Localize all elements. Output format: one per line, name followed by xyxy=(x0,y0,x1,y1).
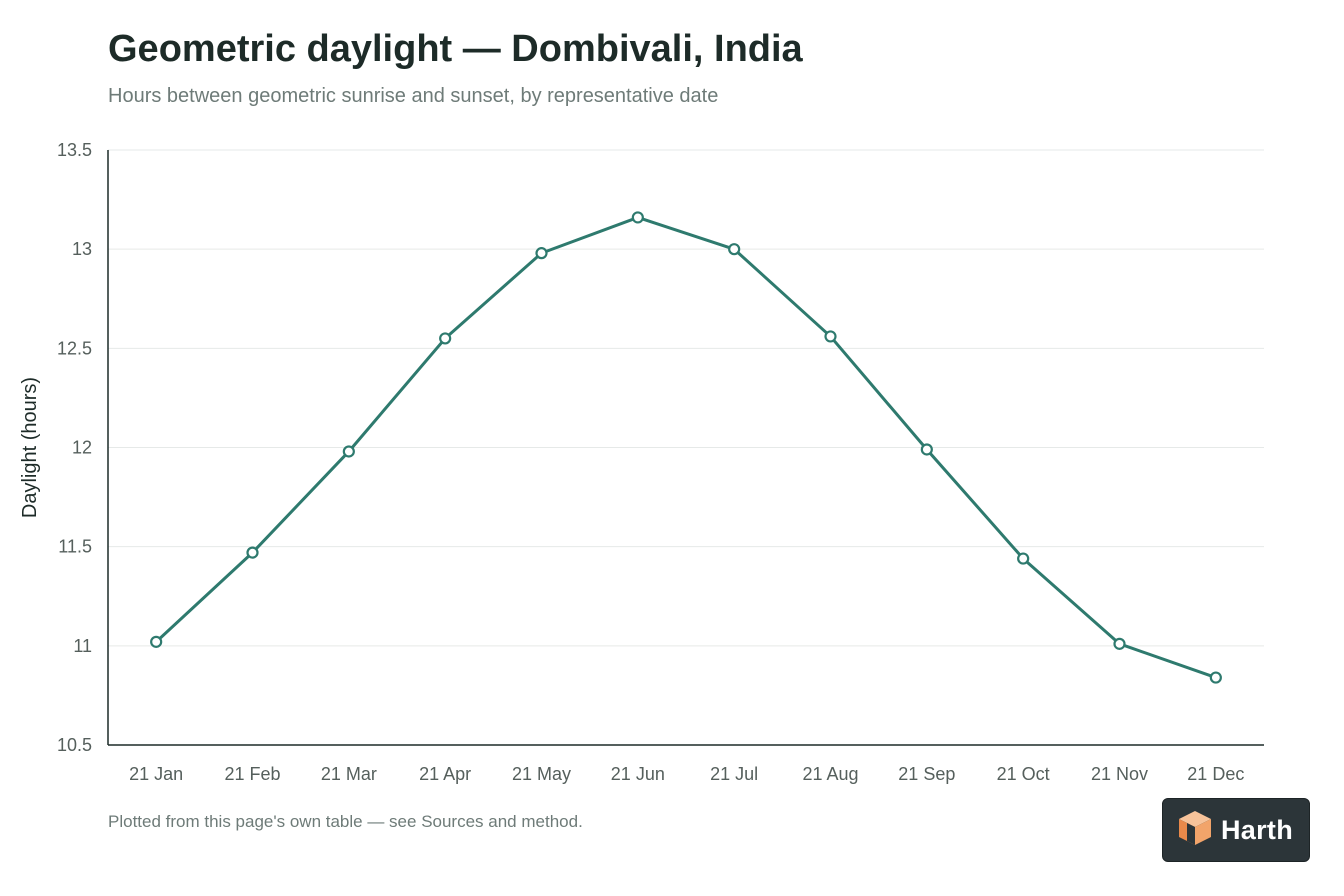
x-tick-label: 21 Feb xyxy=(224,764,280,784)
logo-text: Harth xyxy=(1221,814,1294,845)
data-point[interactable] xyxy=(150,635,163,648)
y-tick-labels: 10.5 11 11.5 12 12.5 13 13.5 xyxy=(57,140,92,755)
x-tick-label: 21 Jun xyxy=(611,764,665,784)
harth-logo[interactable]: Harth xyxy=(1162,798,1310,862)
cube-icon xyxy=(1175,808,1215,853)
data-point[interactable] xyxy=(1113,637,1126,650)
chart-subtitle: Hours between geometric sunrise and suns… xyxy=(108,85,719,107)
y-tick-label: 11 xyxy=(73,636,92,656)
y-tick-label: 12 xyxy=(72,438,92,458)
x-tick-label: 21 Oct xyxy=(997,764,1050,784)
chart-title: Geometric daylight — Dombivali, India xyxy=(108,28,803,70)
data-point[interactable] xyxy=(246,546,259,559)
data-point[interactable] xyxy=(1017,552,1030,565)
x-tick-labels: 21 Jan 21 Feb 21 Mar 21 Apr 21 May 21 Jun 21 J… xyxy=(129,764,1244,784)
y-tick-label: 10.5 xyxy=(57,735,92,755)
data-point[interactable] xyxy=(1209,671,1222,684)
gridlines xyxy=(108,149,1264,746)
y-axis-label: Daylight (hours) xyxy=(19,377,41,518)
data-point[interactable] xyxy=(342,445,355,458)
series-line xyxy=(155,215,1217,679)
y-tick-label: 13 xyxy=(72,239,92,259)
x-tick-label: 21 Sep xyxy=(898,764,955,784)
axes xyxy=(107,150,1264,746)
y-tick-label: 13.5 xyxy=(57,140,92,160)
x-tick-label: 21 Nov xyxy=(1091,764,1148,784)
x-tick-label: 21 Aug xyxy=(802,764,858,784)
x-tick-label: 21 Apr xyxy=(419,764,471,784)
data-point[interactable] xyxy=(728,243,741,256)
data-point[interactable] xyxy=(824,330,837,343)
x-tick-label: 21 May xyxy=(512,764,571,784)
footnote: Plotted from this page's own table — see… xyxy=(108,812,583,831)
line-chart: 10.5 11 11.5 12 12.5 13 13.5 21 Jan 21 Feb 21 Ma… xyxy=(19,140,1264,784)
data-point[interactable] xyxy=(439,332,452,345)
y-tick-label: 11.5 xyxy=(58,537,92,557)
data-point[interactable] xyxy=(920,443,933,456)
x-tick-label: 21 Jul xyxy=(710,764,758,784)
x-tick-label: 21 Dec xyxy=(1187,764,1244,784)
series xyxy=(150,211,1222,684)
y-tick-label: 12.5 xyxy=(57,338,92,358)
x-tick-label: 21 Mar xyxy=(321,764,377,784)
data-point[interactable] xyxy=(535,247,548,260)
data-point[interactable] xyxy=(631,211,644,224)
x-tick-label: 21 Jan xyxy=(129,764,183,784)
